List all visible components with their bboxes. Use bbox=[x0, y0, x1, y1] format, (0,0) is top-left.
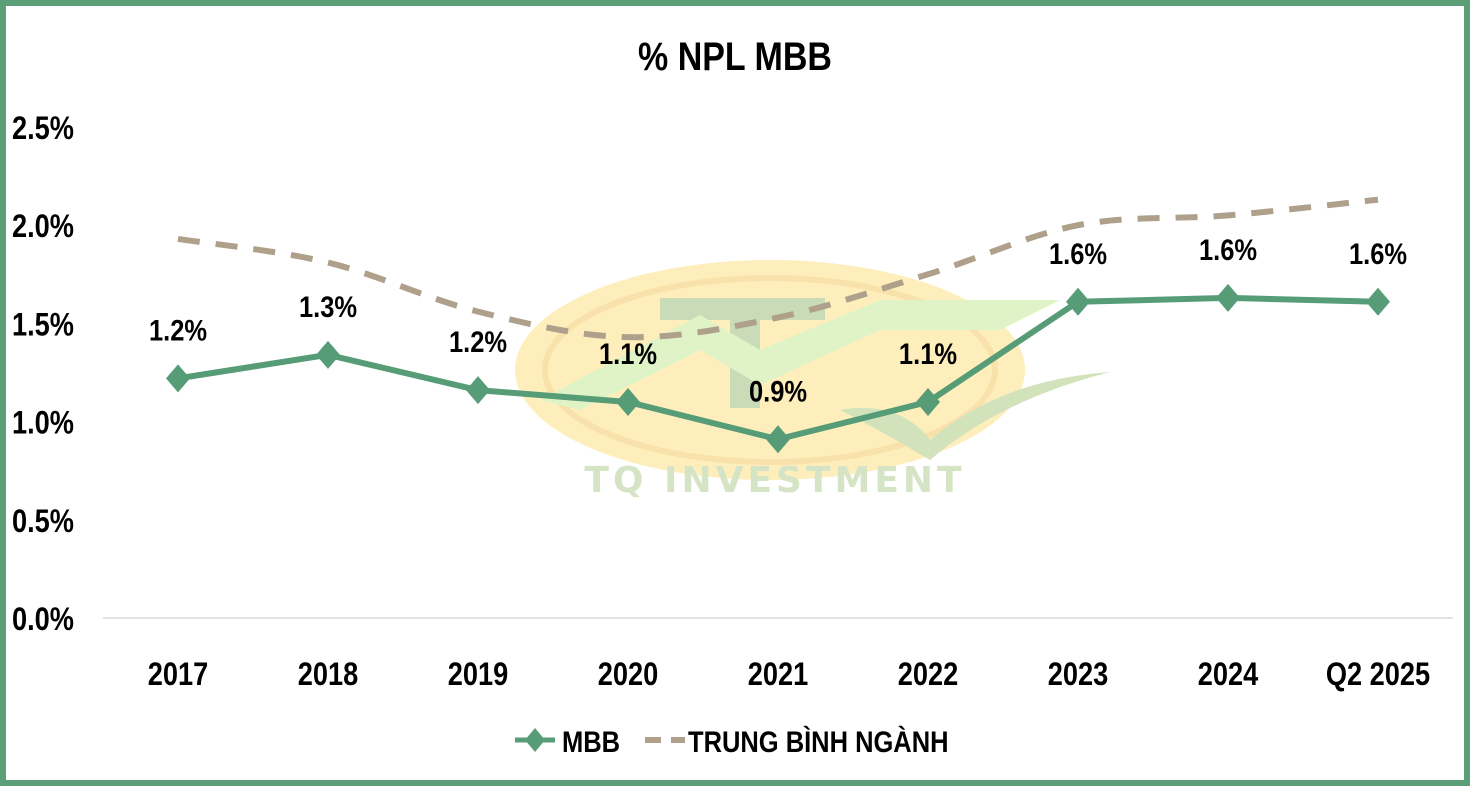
mbb-data-point bbox=[916, 387, 940, 416]
x-tick-label: 2019 bbox=[448, 657, 508, 693]
mbb-data-label: 1.2% bbox=[449, 325, 507, 358]
mbb-data-point bbox=[316, 340, 340, 369]
industry-average-line bbox=[177, 196, 1379, 341]
y-tick-label: 2.5% bbox=[12, 111, 74, 147]
mbb-data-point bbox=[1366, 287, 1390, 316]
x-tick-label: 2017 bbox=[148, 657, 208, 693]
legend-mbb-label: MBB bbox=[562, 725, 620, 758]
mbb-data-label: 1.6% bbox=[1199, 233, 1257, 266]
y-tick-label: 2.0% bbox=[12, 209, 74, 245]
mbb-data-label: 0.9% bbox=[749, 374, 807, 407]
mbb-data-label: 1.3% bbox=[299, 290, 357, 323]
x-tick-label: 2022 bbox=[898, 657, 958, 693]
x-tick-label: 2023 bbox=[1048, 657, 1108, 693]
tq-investment-watermark-logo: TQ INVESTMENT bbox=[515, 260, 1110, 501]
mbb-data-point bbox=[466, 376, 490, 405]
x-tick-label: 2018 bbox=[298, 657, 358, 693]
npl-line-chart: TQ INVESTMENT % NPL MBB 0.0% 0.5% 1.0% 1.5%… bbox=[12, 33, 1453, 758]
y-tick-label: 0.5% bbox=[12, 504, 74, 540]
x-tick-label: Q2 2025 bbox=[1326, 657, 1430, 693]
legend: MBB TRUNG BÌNH NGÀNH bbox=[515, 725, 949, 758]
mbb-data-point bbox=[166, 364, 190, 393]
mbb-data-point bbox=[1066, 287, 1090, 316]
mbb-data-point bbox=[766, 425, 790, 454]
y-tick-label: 1.5% bbox=[12, 307, 74, 343]
x-tick-label: 2021 bbox=[748, 657, 808, 693]
mbb-data-label: 1.1% bbox=[599, 337, 657, 370]
x-tick-label: 2024 bbox=[1198, 657, 1259, 693]
mbb-data-label: 1.2% bbox=[149, 313, 207, 346]
x-tick-label: 2020 bbox=[598, 657, 658, 693]
chart-title: % NPL MBB bbox=[638, 33, 832, 78]
legend-mbb-marker bbox=[525, 728, 545, 752]
mbb-data-label: 1.6% bbox=[1349, 237, 1407, 270]
mbb-data-point bbox=[616, 387, 640, 416]
mbb-data-label: 1.6% bbox=[1049, 237, 1107, 270]
mbb-data-label: 1.1% bbox=[899, 337, 957, 370]
y-tick-label: 1.0% bbox=[12, 406, 74, 442]
legend-industry-label: TRUNG BÌNH NGÀNH bbox=[688, 725, 949, 758]
watermark-text: TQ INVESTMENT bbox=[584, 460, 965, 501]
mbb-data-point bbox=[1216, 283, 1240, 312]
y-tick-label: 0.0% bbox=[12, 602, 74, 638]
